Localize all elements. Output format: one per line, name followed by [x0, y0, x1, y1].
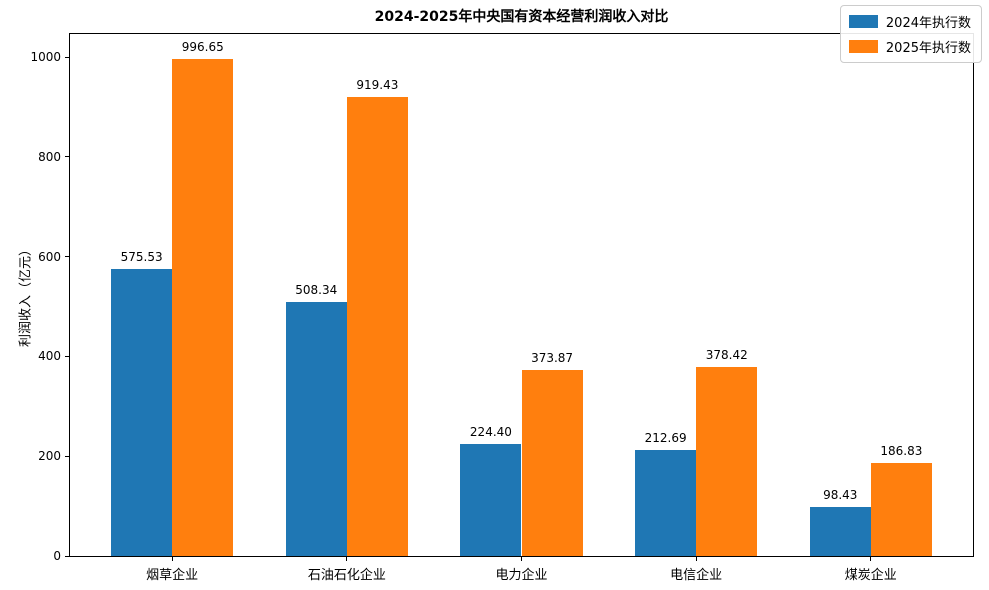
bar-value-label: 373.87: [531, 350, 574, 365]
legend-swatch-2024: [848, 15, 878, 28]
y-tick-mark: [65, 56, 70, 58]
y-tick-mark: [65, 455, 70, 457]
x-tick-label: 烟草企业: [146, 568, 199, 583]
y-tick-label: 1000: [30, 50, 61, 65]
legend-swatch-2025: [848, 40, 878, 53]
bar-2024年执行数-电信企业: [635, 449, 697, 556]
legend-item-2025: 2025年执行数: [848, 37, 971, 56]
x-tick-mark: [521, 556, 522, 561]
bar-2025年执行数-石油石化企业: [346, 97, 408, 556]
bar-value-label: 378.42: [705, 348, 748, 363]
plot-area: 0 200 400 600 800 1000 烟草企业 石油石化企业 电力企业 电信企业 煤炭企业 5…: [30, 33, 974, 583]
y-tick-label: 400: [38, 349, 61, 364]
x-tick-mark: [870, 556, 872, 561]
y-tick-label: 200: [38, 449, 61, 464]
legend: 2024年执行数 2025年执行数: [839, 5, 982, 63]
legend-label-2025: 2025年执行数: [885, 41, 971, 56]
bar-value-label: 98.43: [823, 487, 858, 502]
x-tick-mark: [171, 556, 173, 561]
bar-value-label: 186.83: [880, 443, 923, 458]
legend-item-2024: 2024年执行数: [848, 12, 971, 31]
x-tick-label: 石油石化企业: [307, 568, 386, 583]
bar-2024年执行数-煤炭企业: [809, 506, 871, 556]
y-tick-mark: [65, 156, 70, 158]
bar-value-label: 224.40: [469, 425, 512, 440]
x-tick-label: 煤炭企业: [844, 568, 897, 583]
bar-2025年执行数-煤炭企业: [870, 462, 932, 556]
y-tick-mark: [65, 355, 70, 357]
y-tick-mark: [65, 256, 70, 258]
bar-value-label: 508.34: [295, 283, 338, 298]
x-tick-mark: [695, 556, 697, 561]
chart-title: 2024-2025年中央国有资本经营利润收入对比: [374, 9, 669, 25]
x-tick-mark: [346, 556, 348, 561]
bar-value-label: 919.43: [356, 78, 399, 93]
y-axis-label: 利润收入（亿元）: [18, 242, 34, 348]
y-tick-mark: [65, 555, 70, 557]
bar-value-label: 996.65: [181, 39, 224, 54]
bar-2025年执行数-烟草企业: [172, 58, 234, 556]
bar-2024年执行数-烟草企业: [111, 268, 173, 556]
y-tick-label: 600: [38, 249, 61, 264]
bar-2024年执行数-石油石化企业: [285, 302, 347, 556]
x-tick-label: 电信企业: [670, 568, 723, 583]
bar-value-label: 575.53: [120, 249, 163, 264]
y-tick-label: 800: [38, 149, 61, 164]
bar-value-label: 212.69: [644, 430, 687, 445]
bar-2025年执行数-电力企业: [521, 369, 583, 556]
y-tick-label: 0: [53, 549, 61, 563]
x-tick-label: 电力企业: [495, 568, 548, 583]
bar-2025年执行数-电信企业: [696, 367, 758, 556]
bar-2024年执行数-电力企业: [460, 444, 522, 556]
legend-label-2024: 2024年执行数: [885, 16, 971, 31]
